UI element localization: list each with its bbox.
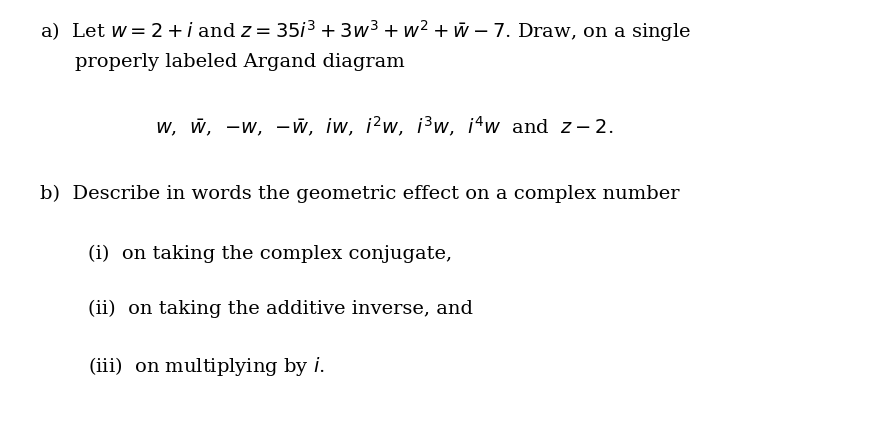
- Text: (iii)  on multiplying by $i$.: (iii) on multiplying by $i$.: [88, 355, 325, 378]
- Text: $w$,  $\bar{w}$,  $-w$,  $-\bar{w}$,  $iw$,  $i^2w$,  $i^3w$,  $i^4w$  and  $z-2: $w$, $\bar{w}$, $-w$, $-\bar{w}$, $iw$, …: [155, 115, 614, 139]
- Text: properly labeled Argand diagram: properly labeled Argand diagram: [75, 53, 405, 71]
- Text: (ii)  on taking the additive inverse, and: (ii) on taking the additive inverse, and: [88, 300, 473, 318]
- Text: a)  Let $w = 2+i$ and $z = 35i^3+3w^3+w^2+\bar{w}-7$. Draw, on a single: a) Let $w = 2+i$ and $z = 35i^3+3w^3+w^2…: [40, 18, 691, 44]
- Text: b)  Describe in words the geometric effect on a complex number: b) Describe in words the geometric effec…: [40, 185, 680, 203]
- Text: (i)  on taking the complex conjugate,: (i) on taking the complex conjugate,: [88, 245, 452, 263]
